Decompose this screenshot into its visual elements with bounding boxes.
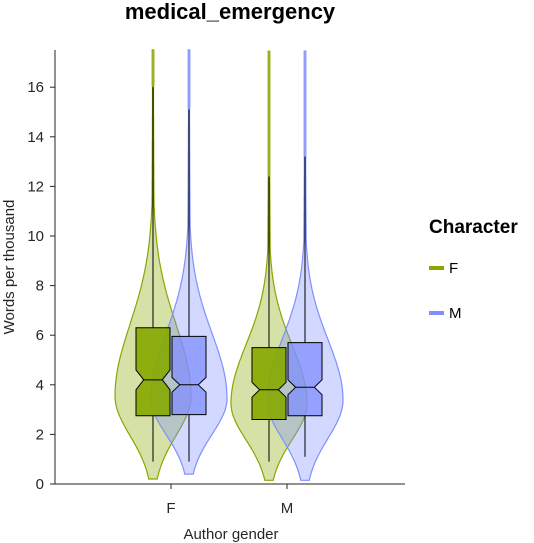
y-ticks: 0 2 4 6 8 10 12 14 16 bbox=[27, 79, 55, 493]
box-M-M bbox=[287, 342, 323, 417]
legend-label-F: F bbox=[449, 260, 458, 277]
y-tick-label: 4 bbox=[36, 377, 44, 394]
x-tick-label: F bbox=[166, 500, 175, 517]
box-F-M bbox=[251, 347, 287, 420]
y-tick-label: 14 bbox=[27, 129, 44, 146]
legend-title: Character bbox=[429, 217, 518, 238]
legend-label-M: M bbox=[449, 305, 462, 322]
y-tick-label: 10 bbox=[27, 228, 44, 245]
y-tick-label: 0 bbox=[36, 476, 44, 493]
plot-area bbox=[114, 49, 344, 481]
y-tick-label: 12 bbox=[27, 178, 44, 195]
x-tick-label: M bbox=[281, 500, 294, 517]
y-axis-label: Words per thousand bbox=[1, 200, 18, 335]
y-tick-label: 2 bbox=[36, 426, 44, 443]
box-M-F bbox=[171, 335, 207, 416]
y-tick-label: 6 bbox=[36, 327, 44, 344]
chart-title: medical_emergency bbox=[125, 0, 336, 24]
x-axis-label: Author gender bbox=[183, 526, 278, 543]
y-tick-label: 16 bbox=[27, 79, 44, 96]
y-tick-label: 8 bbox=[36, 278, 44, 295]
box-F-F bbox=[135, 327, 171, 417]
legend: Character F M bbox=[429, 217, 518, 322]
